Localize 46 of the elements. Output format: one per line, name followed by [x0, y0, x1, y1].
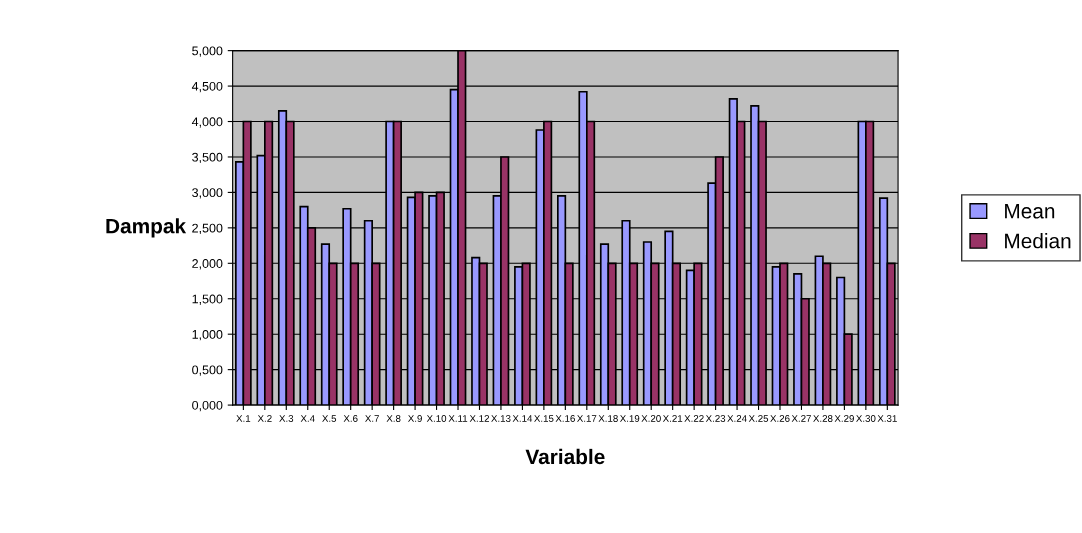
y-tick-label: 1,000: [192, 329, 223, 341]
y-tick-label: 4,500: [191, 81, 223, 93]
x-tick-label: X.13: [491, 415, 511, 422]
x-tick-label: X.16: [555, 415, 575, 422]
y-axis-title: Dampak: [106, 218, 187, 238]
x-tick-label: X.19: [619, 415, 640, 422]
x-tick-label: X.21: [662, 415, 683, 422]
x-tick-label: X.29: [834, 415, 854, 422]
x-tick-label: X.28: [813, 415, 833, 422]
x-tick-label: X.11: [448, 415, 468, 422]
x-tick-label: X.14: [512, 415, 533, 422]
y-tick-label: 1,500: [192, 294, 223, 305]
x-tick-label: X.26: [770, 415, 790, 422]
y-tick-label: 3,500: [192, 152, 223, 164]
x-tick-label: X.5: [322, 415, 337, 422]
y-tick-label: 4,000: [191, 117, 223, 128]
x-tick-label: X.15: [534, 415, 554, 422]
x-tick-label: X.7: [365, 415, 379, 422]
x-tick-label: X.18: [598, 415, 618, 422]
x-tick-label: X.30: [856, 415, 876, 422]
x-tick-label: X.12: [469, 415, 489, 422]
y-tick-label: 5,000: [192, 46, 223, 57]
legend-label: Mean: [1005, 203, 1055, 219]
x-tick-label: X.6: [343, 415, 358, 422]
x-tick-label: X.3: [279, 415, 294, 422]
x-tick-label: X.10: [426, 415, 447, 422]
x-tick-label: X.4: [300, 415, 315, 422]
x-tick-label: X.22: [684, 415, 704, 422]
x-axis-title: Variable: [525, 448, 605, 465]
x-tick-label: X.17: [577, 415, 597, 422]
y-tick-label: 2,500: [192, 223, 223, 234]
x-tick-label: X.20: [641, 415, 661, 422]
x-tick-label: X.25: [748, 415, 769, 422]
x-tick-label: X.8: [386, 415, 401, 422]
x-tick-label: X.1: [236, 415, 251, 422]
legend-label: Median: [1005, 233, 1071, 249]
x-tick-label: X.24: [727, 415, 747, 422]
x-tick-label: X.27: [791, 415, 811, 422]
y-tick-label: 0,500: [192, 365, 223, 376]
x-tick-label: X.9: [408, 415, 422, 422]
x-tick-label: X.23: [705, 415, 726, 422]
x-tick-label: X.2: [257, 415, 272, 422]
x-tick-label: X.31: [877, 415, 897, 422]
y-tick-label: 2,000: [192, 259, 223, 270]
y-tick-label: 3,000: [192, 188, 223, 199]
y-tick-label: 0,000: [192, 400, 223, 412]
